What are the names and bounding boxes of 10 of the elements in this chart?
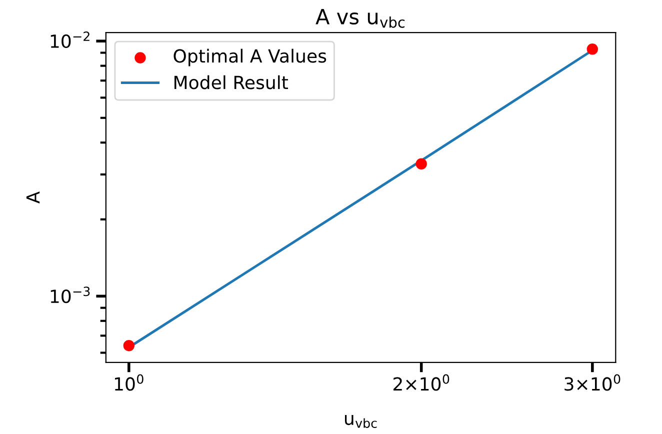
chart-title: A vs u$_{vbc}$	[316, 9, 405, 28]
y-tick-label: 10$^{−3}$	[50, 286, 90, 304]
legend-label: Optimal A Values	[174, 48, 326, 66]
x-tick-label: 10$^{0}$	[114, 374, 144, 391]
x-tick-label: 2×10$^{0}$	[394, 374, 450, 391]
x-axis-title: u$_{vbc}$	[344, 414, 377, 428]
y-axis-title: A	[26, 191, 40, 204]
y-tick-label: 10$^{−2}$	[50, 32, 90, 48]
x-tick-label: 3×10$^{0}$	[564, 374, 620, 391]
legend-label: Model Result	[174, 75, 288, 90]
